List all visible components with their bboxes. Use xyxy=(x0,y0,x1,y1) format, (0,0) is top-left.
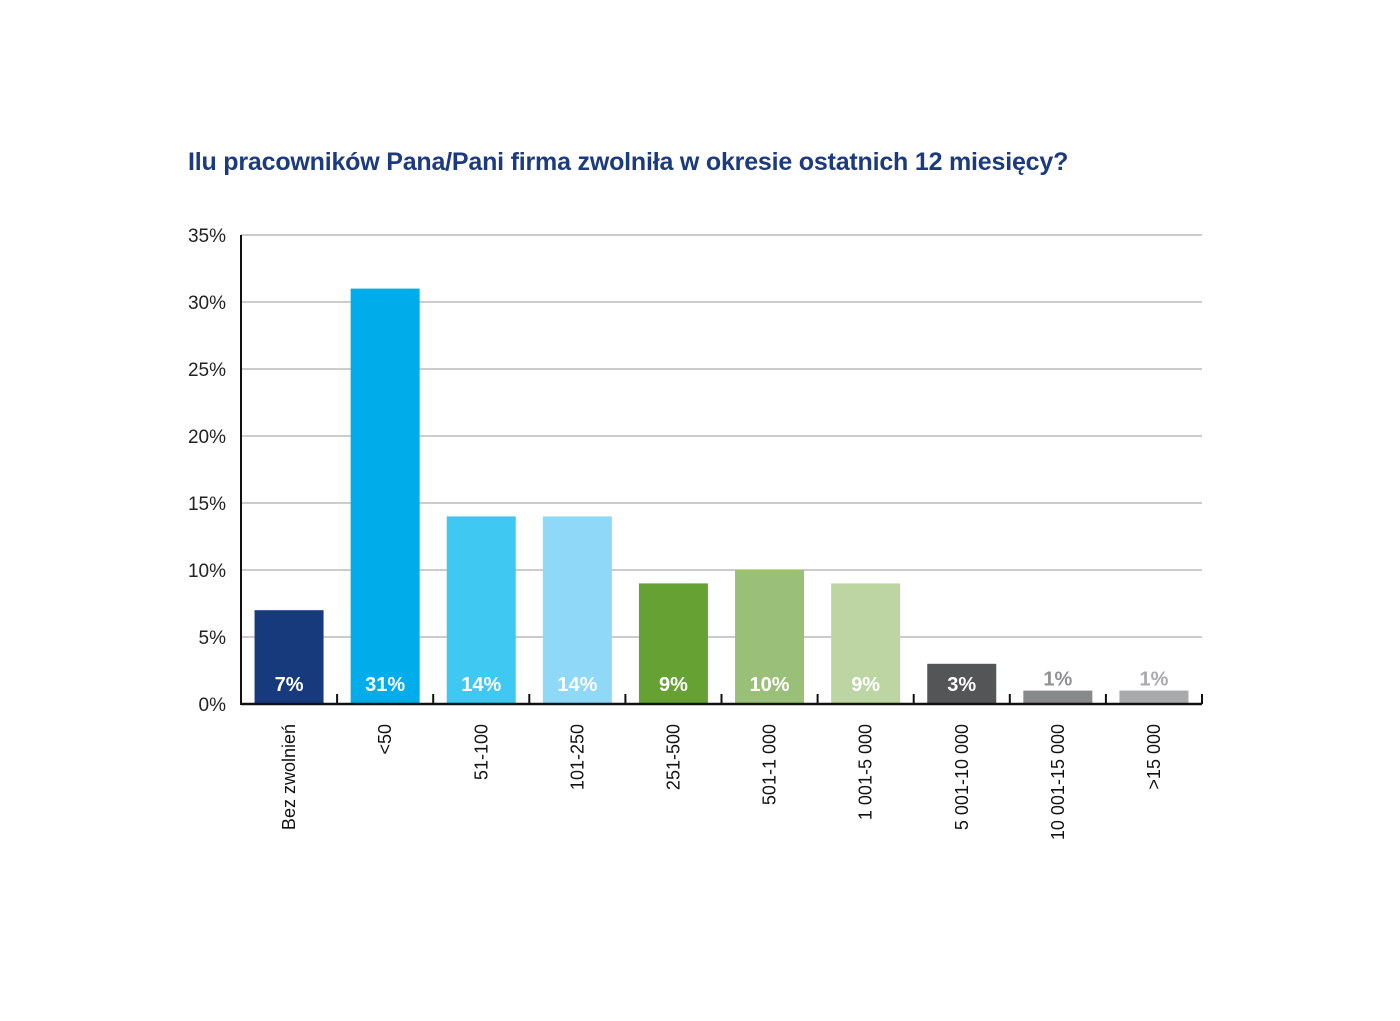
data-label: 10% xyxy=(750,674,790,696)
data-labels: 7% 31% 14% 14% 9% 10% 9% 3% 1% 1% xyxy=(275,669,1169,696)
y-tick-label: 20% xyxy=(188,427,226,448)
y-tick-label: 10% xyxy=(188,561,226,582)
axes xyxy=(240,235,1203,706)
bar xyxy=(350,288,420,704)
category-labels: Bez zwolnień <50 51-100 101-250 251-500 501-1… xyxy=(279,724,1164,840)
y-tick-label: 5% xyxy=(199,628,227,649)
bar xyxy=(927,663,997,704)
y-tick-label: 25% xyxy=(188,360,226,381)
category-label: 251-500 xyxy=(663,724,683,790)
data-label: 14% xyxy=(461,674,501,696)
category-label: Bez zwolnień xyxy=(279,724,299,830)
bar xyxy=(446,516,516,704)
category-label: 101-250 xyxy=(567,724,587,790)
bar xyxy=(1023,690,1093,704)
bars xyxy=(254,288,1189,704)
y-tick-label: 0% xyxy=(199,695,227,716)
data-label: 14% xyxy=(557,674,597,696)
data-label: 9% xyxy=(659,674,688,696)
y-tick-label: 15% xyxy=(188,494,226,515)
category-label: 501-1 000 xyxy=(760,724,780,805)
bar xyxy=(254,610,324,704)
category-label: 10 001-15 000 xyxy=(1048,724,1068,840)
category-label: 51-100 xyxy=(471,724,491,780)
bar xyxy=(831,583,901,704)
bar xyxy=(735,570,805,704)
data-label: 9% xyxy=(851,674,880,696)
y-axis-tick-labels: 0% 5% 10% 15% 20% 25% 30% 35% xyxy=(188,226,226,716)
bar xyxy=(638,583,708,704)
data-label: 1% xyxy=(1139,669,1168,691)
category-label: 1 001-5 000 xyxy=(856,724,876,820)
category-label: 5 001-10 000 xyxy=(952,724,972,830)
data-label: 31% xyxy=(365,674,405,696)
category-label: <50 xyxy=(375,724,395,755)
data-label: 7% xyxy=(275,674,304,696)
data-label: 3% xyxy=(947,674,976,696)
chart-title: Ilu pracowników Pana/Pani firma zwolniła… xyxy=(188,148,1069,176)
bar xyxy=(1119,690,1189,704)
y-tick-label: 35% xyxy=(188,226,226,247)
category-label: >15 000 xyxy=(1144,724,1164,790)
bar xyxy=(542,516,612,704)
y-tick-label: 30% xyxy=(188,293,226,314)
data-label: 1% xyxy=(1043,669,1072,691)
